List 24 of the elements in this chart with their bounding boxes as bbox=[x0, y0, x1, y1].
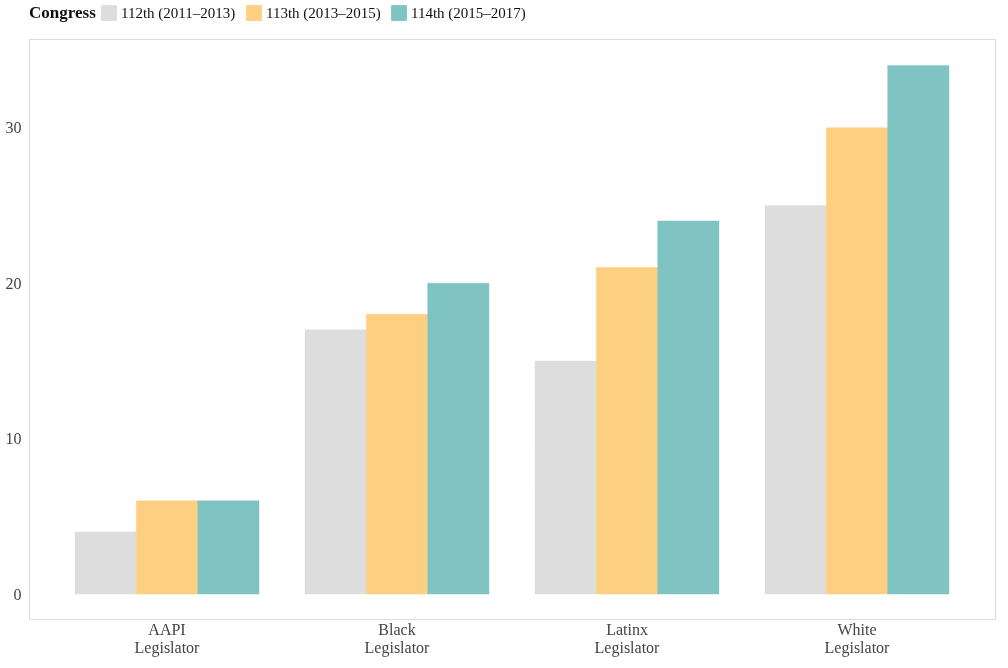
bar bbox=[596, 267, 658, 595]
x-tick-label: Latinx Legislator bbox=[594, 620, 661, 657]
y-tick-label: 0 bbox=[13, 585, 22, 603]
bar bbox=[304, 329, 367, 595]
legend-title: Congress bbox=[29, 3, 97, 22]
bar bbox=[826, 127, 888, 595]
x-tick-label: White Legislator bbox=[824, 620, 891, 657]
bar bbox=[74, 531, 137, 595]
bar bbox=[427, 282, 490, 595]
legend-label: 113th (2013–2015) bbox=[266, 5, 381, 22]
legend-label: 114th (2015–2017) bbox=[411, 5, 526, 22]
x-tick-label: Black Legislator bbox=[364, 620, 431, 657]
bar bbox=[764, 205, 827, 595]
bar bbox=[136, 500, 198, 595]
bar bbox=[657, 220, 720, 595]
bar bbox=[887, 65, 950, 595]
bar bbox=[197, 500, 260, 595]
y-tick-label: 30 bbox=[5, 119, 22, 137]
x-tick-label: AAPI Legislator bbox=[134, 620, 201, 657]
y-tick-label: 10 bbox=[5, 430, 22, 448]
legend-label: 112th (2011–2013) bbox=[121, 5, 236, 22]
bar bbox=[366, 314, 428, 595]
y-tick-label: 20 bbox=[5, 274, 22, 292]
bar bbox=[534, 360, 597, 595]
